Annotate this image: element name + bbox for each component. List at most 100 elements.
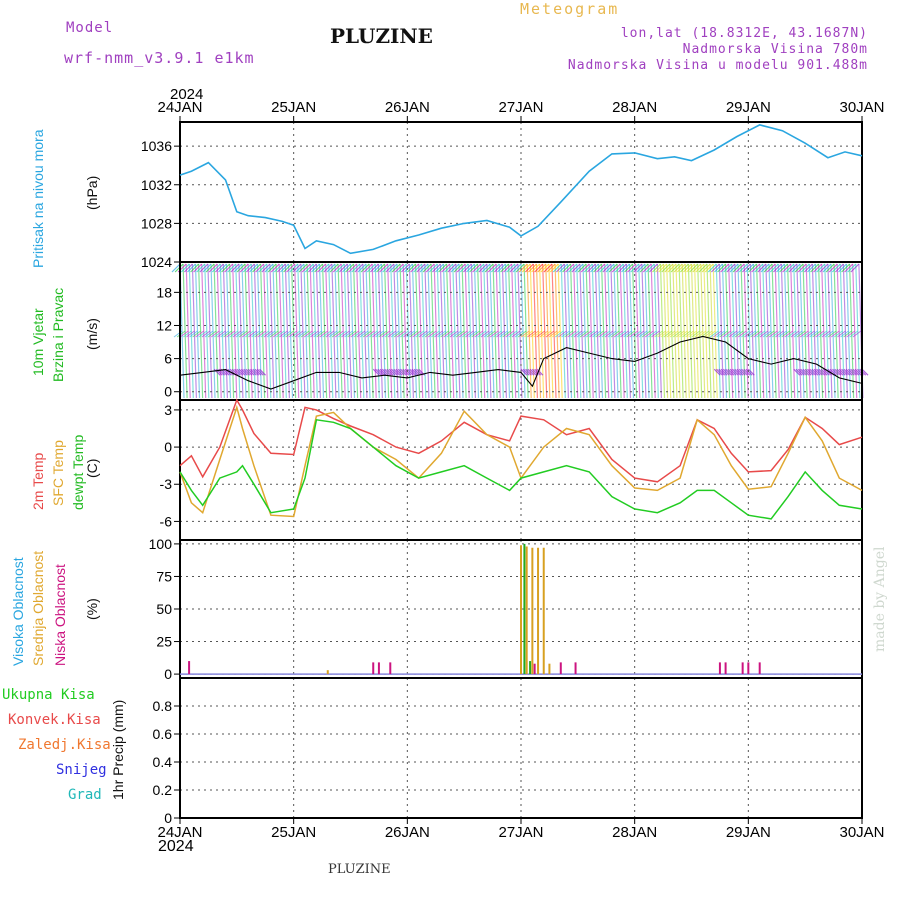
y-tick-label: 100 (149, 536, 173, 552)
y-tick-label: 1028 (141, 215, 172, 231)
wind-barb (620, 330, 629, 338)
wind-barb (830, 330, 840, 338)
wind-barb (564, 330, 573, 338)
wind-barb (683, 263, 692, 273)
wind-barb (670, 263, 680, 273)
wind-barb (844, 263, 854, 273)
wind-barb (416, 263, 426, 273)
wind-barb (449, 330, 459, 338)
wind-barb (852, 330, 862, 338)
wind-barb (430, 330, 440, 338)
wind-barb (480, 330, 490, 338)
wind-barb (809, 330, 818, 338)
wind-barb (726, 263, 736, 273)
wind-barb (234, 368, 241, 376)
wind-barb (723, 263, 733, 273)
wind-barb (214, 330, 223, 338)
wind-barb (204, 330, 214, 338)
wind-barb (307, 263, 317, 273)
wind-barb (613, 330, 623, 338)
legend-ukupna-kisa: Ukupna Kisa (2, 687, 95, 703)
wind-barb (821, 330, 831, 338)
wind-barb (254, 368, 262, 376)
wind-barb (368, 330, 378, 338)
wind-barb (626, 330, 635, 338)
wind-barb (698, 263, 708, 273)
wind-barb (787, 330, 797, 338)
wind-barb (259, 368, 266, 376)
wind-barb (750, 330, 759, 338)
wind-barb (291, 330, 301, 338)
y-tick-label: 0.8 (153, 698, 173, 714)
wind-barb (527, 330, 536, 338)
wind-barb (198, 330, 208, 338)
y-tick-label: 1024 (141, 254, 172, 270)
wind-barb (176, 330, 186, 338)
wind-barb (709, 330, 719, 338)
wind-barb (248, 330, 257, 338)
wind-barb (636, 263, 646, 273)
wind-barb (227, 263, 237, 273)
wind-barb (740, 330, 750, 338)
wind-barb (514, 330, 524, 338)
panel-frame (179, 399, 863, 541)
wind-barb (793, 330, 803, 338)
wind-barb (800, 263, 810, 273)
wind-barb (282, 330, 291, 338)
x-tick-label-top: 26JAN (385, 99, 430, 116)
wind-barb (179, 330, 189, 338)
wind-barb (332, 263, 342, 273)
wind-barb (738, 368, 746, 376)
wind-barb (658, 263, 668, 273)
wind-barb (236, 368, 244, 376)
wind-barb (731, 368, 739, 376)
wind-barb (837, 330, 846, 338)
wind-barb (486, 330, 496, 338)
wind-barb (840, 330, 849, 338)
wind-barb (375, 330, 384, 338)
wind-barb (627, 263, 637, 273)
wind-barb (707, 263, 717, 273)
wind-barb (441, 263, 451, 273)
wind-barb (314, 263, 324, 273)
wind-barb (223, 330, 232, 338)
wind-barb (435, 263, 444, 273)
wind-barb (648, 263, 658, 273)
wind-barb (686, 263, 696, 273)
wind-barb (275, 330, 285, 338)
wind-barb (838, 263, 847, 273)
wind-barb (598, 330, 608, 338)
credit-label: made by Angel (872, 546, 888, 653)
wind-barb (350, 330, 360, 338)
wind-barb (503, 263, 513, 273)
wind-barb (273, 263, 283, 273)
x-tick-label-bottom: 30JAN (839, 824, 884, 841)
wind-barb (660, 330, 670, 338)
wind-barb (580, 263, 590, 273)
wind-barb (492, 330, 502, 338)
wind-barb (264, 263, 274, 273)
wind-barb (565, 263, 575, 273)
wind-barb (409, 368, 417, 376)
wind-barb (850, 368, 858, 376)
wind-barb (186, 330, 195, 338)
wind-barb (832, 368, 839, 376)
wind-barb (772, 263, 782, 273)
wind-barb (238, 330, 248, 338)
panel-frame (179, 121, 863, 263)
meteogram-label: Meteogram (520, 0, 620, 18)
wind-barb (241, 330, 251, 338)
x-tick-label-top: 30JAN (839, 99, 884, 116)
wind-barb (685, 330, 694, 338)
wind-barb (213, 368, 221, 376)
wind-barb (397, 263, 407, 273)
wind-barb (217, 330, 226, 338)
wind-barb (574, 263, 584, 273)
wind-barb (379, 368, 387, 376)
wind-barb (638, 330, 648, 338)
wind-barb (450, 263, 460, 273)
wind-barb (762, 330, 772, 338)
y-tick-label: 0.4 (153, 754, 173, 770)
wind-barb (337, 330, 347, 338)
model-label: Model (66, 20, 114, 36)
